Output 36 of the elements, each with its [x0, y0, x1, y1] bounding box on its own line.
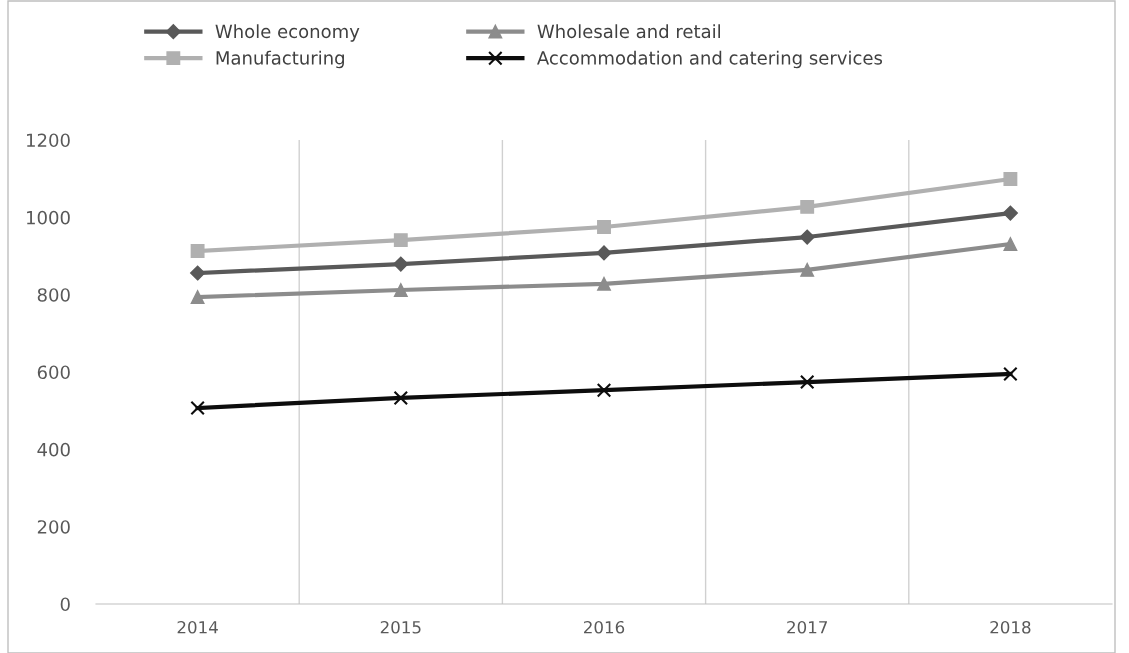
point: [799, 374, 815, 390]
y-tick-label: 200: [37, 520, 70, 534]
point: [190, 400, 205, 416]
point: [800, 199, 815, 214]
y-tick-label: 1000: [27, 210, 70, 225]
legend-label: Whole economy: [215, 24, 360, 42]
y-tick-label: 0: [60, 597, 70, 612]
legend-label: Manufacturing: [216, 50, 344, 69]
x-tick-label: 2017: [787, 620, 827, 634]
point: [597, 220, 611, 234]
point: [393, 283, 408, 297]
x-tick-label: 2016: [584, 620, 625, 634]
point: [1002, 205, 1018, 221]
x-tick-label: 2015: [380, 620, 421, 634]
point: [190, 290, 205, 304]
point: [190, 265, 206, 281]
legend-label: Accommodation and catering services: [537, 50, 883, 69]
point: [596, 245, 612, 261]
y-tick-label: 800: [37, 288, 70, 302]
point: [1003, 237, 1018, 251]
point: [1003, 172, 1018, 186]
point: [190, 244, 205, 258]
y-tick-label: 400: [37, 442, 70, 457]
point: [1003, 366, 1018, 382]
point: [800, 262, 815, 277]
point: [596, 382, 612, 398]
point: [597, 276, 611, 291]
x-tick-label: 2018: [990, 620, 1031, 634]
y-tick-label: 1200: [27, 133, 70, 148]
point: [393, 390, 409, 406]
legend-label: Wholesale and retail: [537, 24, 720, 39]
x-tick-label: 2014: [177, 620, 218, 634]
point: [393, 233, 408, 248]
point: [393, 256, 409, 272]
y-tick-label: 600: [37, 365, 70, 380]
point: [799, 229, 815, 245]
